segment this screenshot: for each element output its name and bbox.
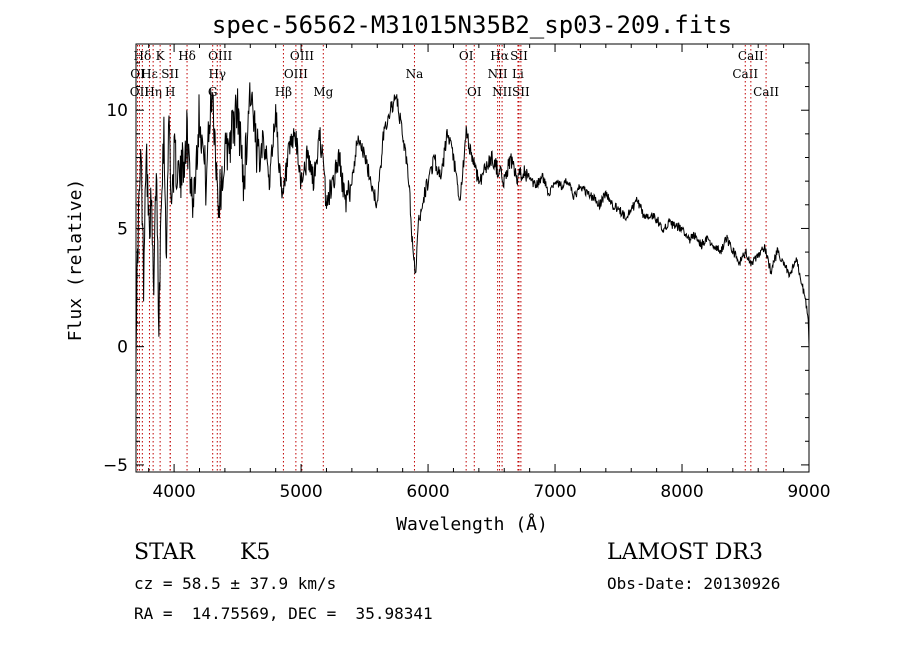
line-label-26: CaII	[738, 49, 764, 63]
line-label-9: OIII	[208, 49, 232, 63]
line-label-19: Hα	[490, 49, 509, 63]
y-tick-label-10: 10	[106, 101, 128, 121]
line-label-8: Hδ	[178, 49, 196, 63]
x-tick-label-8000: 8000	[660, 482, 703, 502]
y-axis-ticks: −5 0 5 10	[103, 62, 809, 476]
line-label-2: OII	[130, 85, 150, 99]
line-label-10: Hγ	[208, 67, 226, 81]
x-tick-label-4000: 4000	[152, 482, 195, 502]
x-tick-label-6000: 6000	[406, 482, 449, 502]
x-tick-label-5000: 5000	[279, 482, 322, 502]
line-label-7: H	[165, 85, 175, 99]
y-tick-label-0: 0	[117, 338, 128, 358]
x-axis-ticks: 4000 5000 6000 7000 8000 9000	[148, 44, 831, 502]
x-tick-label-9000: 9000	[787, 482, 830, 502]
object-subclass: K5	[240, 540, 271, 565]
flux-line	[135, 82, 810, 361]
x-tick-label-7000: 7000	[533, 482, 576, 502]
line-label-17: OI	[459, 49, 474, 63]
survey-name: LAMOST DR3	[607, 540, 763, 565]
line-label-18: OI	[467, 85, 482, 99]
line-label-22: SII	[510, 49, 528, 63]
line-label-15: Mg	[313, 85, 333, 99]
y-tick-label--5: −5	[103, 456, 128, 476]
chart-title: spec-56562-M31015N35B2_sp03-209.fits	[212, 11, 732, 39]
line-label-12: Hβ	[275, 85, 292, 99]
spectrum-series	[135, 82, 810, 361]
obs-date: Obs-Date: 20130926	[607, 574, 781, 593]
line-label-23: Li	[512, 67, 524, 81]
line-label-1: OI	[130, 67, 145, 81]
line-label-14: OIII	[290, 49, 314, 63]
line-label-24: SII	[512, 85, 530, 99]
object-class: STAR	[134, 540, 195, 565]
x-axis-label: Wavelength (Å)	[396, 513, 548, 535]
y-tick-label-5: 5	[117, 219, 128, 239]
line-label-0: Hδ	[133, 49, 151, 63]
redshift-readout: cz = 58.5 ± 37.9 km/s	[134, 574, 337, 593]
y-axis-label: Flux (relative)	[65, 179, 86, 342]
line-label-13: OIII	[284, 67, 308, 81]
line-label-27: CaII	[753, 85, 779, 99]
line-label-25: CaII	[732, 67, 758, 81]
line-label-16: Na	[406, 67, 424, 81]
line-label-21: NII	[492, 85, 512, 99]
plot-frame	[135, 43, 810, 473]
line-label-20: NII	[488, 67, 508, 81]
line-label-3: Hε	[141, 67, 158, 81]
line-label-4: Hη	[144, 85, 162, 99]
line-label-5: K	[156, 49, 166, 63]
coordinates: RA = 14.75569, DEC = 35.98341	[134, 604, 433, 623]
